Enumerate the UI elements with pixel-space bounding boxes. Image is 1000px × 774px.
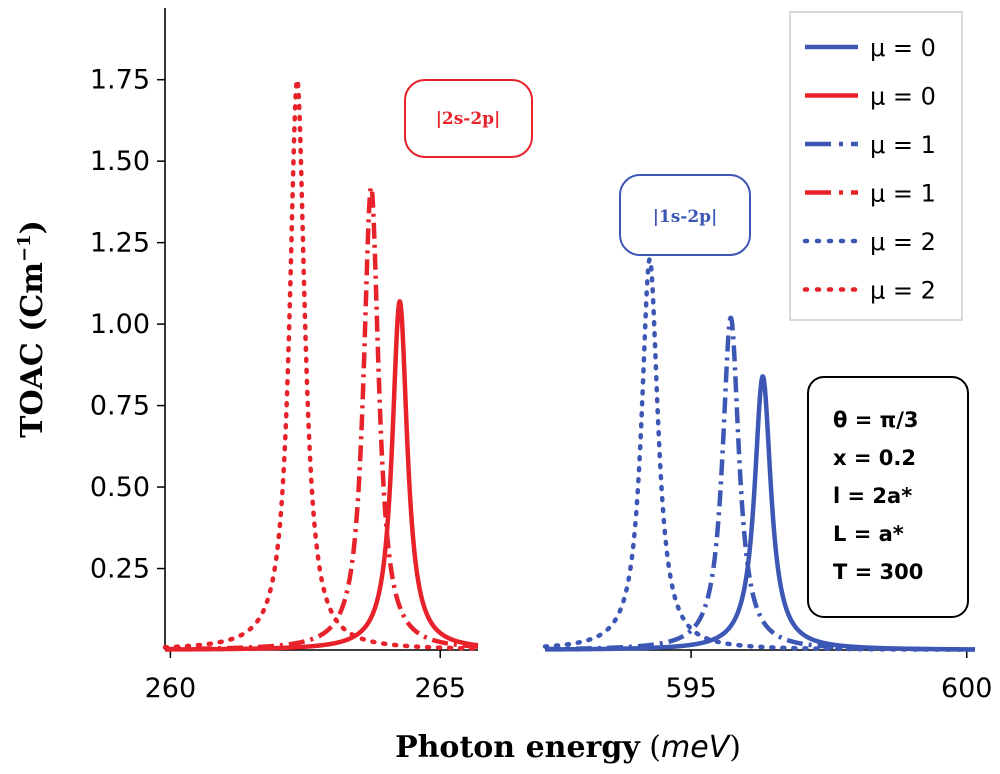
legend-label: μ = 2 xyxy=(870,228,936,256)
y-tick-label: 1.75 xyxy=(90,65,150,96)
annotation-1s-2p: |1s-2p| xyxy=(653,207,718,227)
params: θ = π/3 x = 0.2 l = 2a* L = a* T = 300 xyxy=(833,408,923,584)
x-axis-title: Photon energy (meV) xyxy=(395,730,741,765)
y-tick-label: 1.00 xyxy=(90,309,150,340)
x-tick-label: 265 xyxy=(414,673,466,704)
param-line: T = 300 xyxy=(833,560,923,584)
legend-box xyxy=(789,11,963,321)
y-tick-label: 1.50 xyxy=(90,146,150,177)
y-axis-title: TOAC (Cm−1) xyxy=(14,220,50,438)
y-tick-label: 0.50 xyxy=(90,472,150,503)
legend-label: μ = 1 xyxy=(870,180,936,208)
legend-label: μ = 2 xyxy=(870,277,936,305)
param-line: L = a* xyxy=(833,522,904,546)
series-line xyxy=(162,77,481,651)
param-line: l = 2a* xyxy=(833,484,912,508)
legend-label: μ = 1 xyxy=(870,131,936,159)
y-ticks: 0.25 0.50 0.75 1.00 1.25 1.50 1.75 xyxy=(90,65,165,585)
series-line xyxy=(542,257,978,652)
series-line xyxy=(163,184,480,652)
legend: μ = 0 μ = 0 μ = 1 μ = 1 μ = 2 μ = 2 xyxy=(802,34,936,305)
param-line: x = 0.2 xyxy=(833,446,916,470)
legend-label: μ = 0 xyxy=(870,34,936,62)
legend-label: μ = 0 xyxy=(870,83,936,111)
series-line xyxy=(163,299,480,652)
param-line: θ = π/3 xyxy=(833,408,919,432)
curves xyxy=(162,77,978,652)
annotation-1s-2p-box xyxy=(619,174,751,256)
x-tick-label: 600 xyxy=(941,673,993,704)
annotation-2s-2p-box xyxy=(404,79,533,158)
annotation-2s-2p: |2s-2p| xyxy=(436,109,501,129)
params-box xyxy=(807,376,969,618)
x-tick-label: 260 xyxy=(145,673,197,704)
x-ticks: 260 265 595 600 xyxy=(145,650,993,704)
y-tick-label: 0.25 xyxy=(90,554,150,585)
x-tick-label: 595 xyxy=(665,673,717,704)
y-tick-label: 0.75 xyxy=(90,391,150,422)
y-tick-label: 1.25 xyxy=(90,228,150,259)
